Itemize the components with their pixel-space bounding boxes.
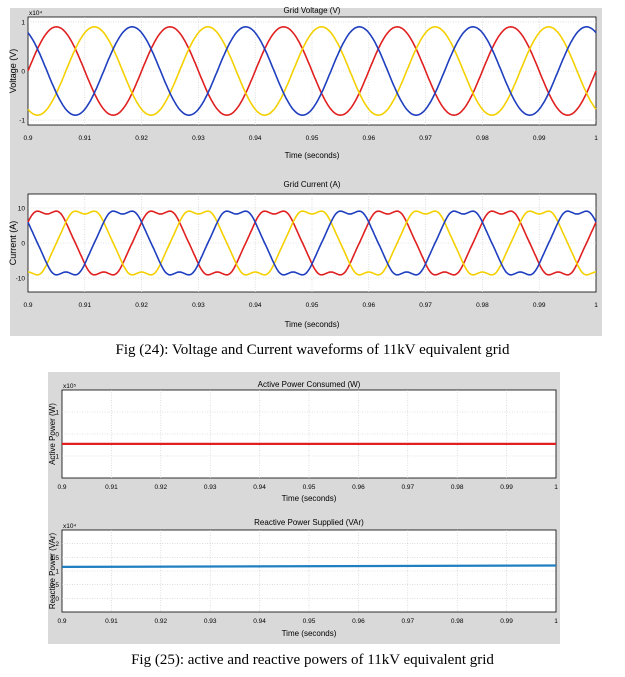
active-power-y-tick-label: 0 xyxy=(55,432,59,439)
grid-current-x-tick-label: 0.95 xyxy=(306,302,319,309)
grid-current-y-tick-label: 0 xyxy=(21,241,25,248)
grid-current-series-line xyxy=(27,210,597,276)
grid-current-x-tick-label: 0.97 xyxy=(419,302,432,309)
grid-current-x-tick-label: 0.92 xyxy=(135,302,148,309)
reactive-power-x-tick-label: 1 xyxy=(554,618,558,625)
reactive-power-x-tick-label: 0.98 xyxy=(451,618,464,625)
grid-current-x-tick-label: 1 xyxy=(594,302,598,309)
figure25-caption: Fig (25): active and reactive powers of … xyxy=(131,652,494,668)
grid-voltage-series-line xyxy=(27,26,597,116)
grid-voltage-x-tick-label: 0.91 xyxy=(78,135,91,142)
grid-current-y-tick-label: -10 xyxy=(16,276,26,283)
reactive-power-y-tick-label: 1.5 xyxy=(50,555,59,562)
grid-current-x-tick-label: 0.91 xyxy=(78,302,91,309)
grid-current-x-tick-label: 0.99 xyxy=(533,302,546,309)
grid-current-x-tick-label: 0.98 xyxy=(476,302,489,309)
grid-current-title: Grid Current (A) xyxy=(284,180,341,189)
grid-current-y-tick-label: 10 xyxy=(18,206,26,213)
grid-voltage-x-tick-label: 0.96 xyxy=(362,135,375,142)
reactive-power-x-axis-label: Time (seconds) xyxy=(282,629,337,638)
grid-voltage-y-exponent: x10⁴ xyxy=(29,10,42,17)
grid-current-x-tick-label: 0.96 xyxy=(362,302,375,309)
grid-voltage-series-line xyxy=(27,26,597,116)
reactive-power-x-tick-label: 0.91 xyxy=(105,618,118,625)
grid-voltage-title: Grid Voltage (V) xyxy=(284,6,341,15)
grid-voltage-y-tick-label: 0 xyxy=(21,69,25,76)
grid-voltage-y-tick-label: -1 xyxy=(19,118,25,125)
grid-voltage-x-tick-label: 0.99 xyxy=(533,135,546,142)
active-power-y-exponent: x10⁵ xyxy=(63,383,76,390)
reactive-power-x-tick-label: 0.93 xyxy=(204,618,217,625)
reactive-power-x-tick-label: 0.95 xyxy=(303,618,316,625)
grid-voltage-x-tick-label: 0.97 xyxy=(419,135,432,142)
grid-current-x-tick-label: 0.94 xyxy=(249,302,262,309)
reactive-power-y-tick-label: 0.5 xyxy=(50,582,59,589)
active-power-x-tick-label: 1 xyxy=(554,484,558,491)
grid-voltage-x-tick-label: 0.94 xyxy=(249,135,262,142)
grid-voltage-x-tick-label: 1 xyxy=(594,135,598,142)
active-power-title: Active Power Consumed (W) xyxy=(258,380,361,389)
active-power-x-tick-label: 0.98 xyxy=(451,484,464,491)
active-power-x-tick-label: 0.97 xyxy=(401,484,414,491)
grid-current-x-tick-label: 0.93 xyxy=(192,302,205,309)
grid-voltage-y-tick-label: 1 xyxy=(21,19,25,26)
reactive-power-x-tick-label: 0.97 xyxy=(401,618,414,625)
active-power-x-tick-label: 0.96 xyxy=(352,484,365,491)
active-power-y-axis-label: Active Power (W) xyxy=(48,403,57,465)
grid-voltage-x-tick-label: 0.98 xyxy=(476,135,489,142)
reactive-power-x-tick-label: 0.96 xyxy=(352,618,365,625)
reactive-power-title: Reactive Power Supplied (VAr) xyxy=(254,518,364,527)
grid-voltage-series-line xyxy=(27,25,597,117)
active-power-y-tick-label: -1 xyxy=(53,454,59,461)
grid-voltage-x-tick-label: 0.9 xyxy=(23,135,32,142)
reactive-power-x-tick-label: 0.9 xyxy=(57,618,66,625)
reactive-power-y-tick-label: 2 xyxy=(55,541,59,548)
grid-current-y-axis-label: Current (A) xyxy=(8,221,18,266)
grid-voltage-x-tick-label: 0.95 xyxy=(306,135,319,142)
active-power-y-tick-label: 1 xyxy=(55,410,59,417)
active-power-x-tick-label: 0.94 xyxy=(253,484,266,491)
active-power-x-tick-label: 0.95 xyxy=(303,484,316,491)
grid-current-x-tick-label: 0.9 xyxy=(23,302,32,309)
reactive-power-y-tick-label: 1 xyxy=(55,569,59,576)
grid-voltage-x-axis-label: Time (seconds) xyxy=(285,151,340,160)
active-power-x-tick-label: 0.92 xyxy=(154,484,167,491)
grid-voltage-x-tick-label: 0.92 xyxy=(135,135,148,142)
reactive-power-y-axis-label: Reactive Power (VAr) xyxy=(48,533,57,610)
reactive-power-x-tick-label: 0.94 xyxy=(253,618,266,625)
active-power-x-tick-label: 0.93 xyxy=(204,484,217,491)
active-power-x-axis-label: Time (seconds) xyxy=(282,494,337,503)
figure24-caption: Fig (24): Voltage and Current waveforms … xyxy=(115,342,510,358)
active-power-x-tick-label: 0.9 xyxy=(57,484,66,491)
reactive-power-series-line xyxy=(61,564,557,568)
reactive-power-y-exponent: x10⁴ xyxy=(63,523,76,530)
reactive-power-x-tick-label: 0.99 xyxy=(500,618,513,625)
active-power-x-tick-label: 0.99 xyxy=(500,484,513,491)
active-power-x-tick-label: 0.91 xyxy=(105,484,118,491)
grid-current-x-axis-label: Time (seconds) xyxy=(285,320,340,329)
grid-voltage-x-tick-label: 0.93 xyxy=(192,135,205,142)
reactive-power-y-tick-label: 0 xyxy=(55,596,59,603)
grid-voltage-y-axis-label: Voltage (V) xyxy=(8,49,18,94)
reactive-power-x-tick-label: 0.92 xyxy=(154,618,167,625)
